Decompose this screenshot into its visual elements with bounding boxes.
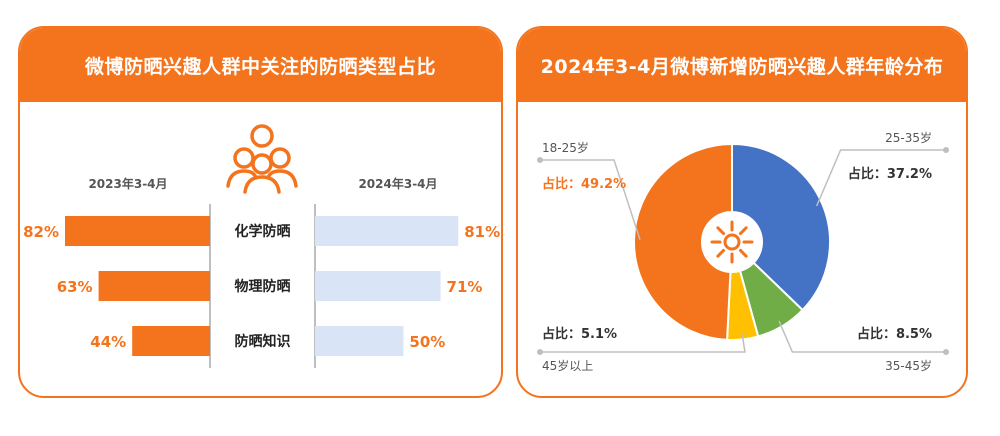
sun-ray (716, 248, 726, 258)
value-2024-3: 50% (409, 333, 445, 351)
sun-icon (710, 220, 754, 264)
left-panel: 微博防晒兴趣人群中关注的防晒类型占比 2023年3-4月 2024年3-4月 82%… (18, 26, 503, 398)
icon-head-center (251, 153, 273, 175)
icon-body-center (243, 175, 281, 194)
bar-2023-3 (132, 326, 210, 356)
slice-1 (731, 142, 831, 312)
left-panel-title: 微博防晒兴趣人群中关注的防晒类型占比 (20, 28, 501, 102)
slice-value-3: 占比：5.1% (542, 326, 617, 342)
value-2023-3: 44% (90, 333, 126, 351)
icon-head-left (233, 147, 255, 169)
slice-name-2: 35-45岁 (885, 358, 932, 373)
bar-2023-1 (65, 216, 210, 246)
leader-dot-4 (537, 157, 543, 163)
sun-ray (738, 226, 748, 236)
slice-4 (633, 142, 733, 341)
leader-line-1 (815, 149, 946, 207)
value-2024-2: 71% (447, 278, 483, 296)
category-label-2: 物理防晒 (235, 278, 291, 295)
legend-2024: 2024年3-4月 (358, 176, 437, 191)
people-group-icon (226, 124, 298, 194)
sun-ray (738, 248, 748, 258)
leader-dot-2 (943, 349, 949, 355)
slice-value-1: 占比：37.2% (848, 166, 932, 182)
category-label-1: 化学防晒 (235, 223, 291, 240)
icon-body-right (266, 169, 298, 188)
value-2024-1: 81% (464, 223, 500, 241)
slice-name-1: 25-35岁 (885, 130, 932, 145)
bar-2024-3 (315, 326, 404, 356)
slice-value-2: 占比：8.5% (857, 326, 932, 342)
value-2023-2: 63% (57, 278, 93, 296)
bar-2024-1 (315, 216, 459, 246)
leader-dot-1 (943, 147, 949, 153)
slice-value-4: 占比：49.2% (542, 176, 626, 192)
slice-name-3: 45岁以上 (542, 358, 593, 373)
leader-line-3 (540, 333, 746, 353)
right-panel-title: 2024年3-4月微博新增防晒兴趣人群年龄分布 (518, 28, 966, 102)
sun-core (723, 233, 741, 251)
leader-dot-3 (537, 349, 543, 355)
butterfly-bar-chart: 2023年3-4月 2024年3-4月 82% 81% 化学防晒 63% 71% 物理防晒 44… (23, 124, 500, 368)
sun-ray (716, 226, 726, 236)
icon-head-right (269, 147, 291, 169)
icon-head-top (250, 124, 274, 148)
icon-body-left (226, 169, 258, 188)
bar-2023-2 (98, 271, 210, 301)
bar-2024-2 (315, 271, 441, 301)
slice-name-4: 18-25岁 (542, 140, 589, 155)
category-label-3: 防晒知识 (235, 333, 291, 350)
value-2023-1: 82% (23, 223, 59, 241)
legend-2023: 2023年3-4月 (88, 176, 167, 191)
leader-line-2 (778, 320, 946, 353)
leader-line-4 (540, 159, 641, 240)
right-panel: 2024年3-4月微博新增防晒兴趣人群年龄分布 25-35岁占比：37.2% 35… (516, 26, 968, 398)
